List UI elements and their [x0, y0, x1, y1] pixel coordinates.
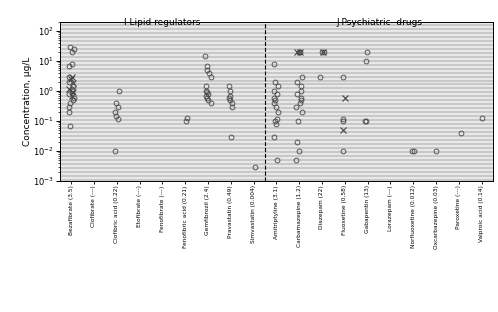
Bar [60, 70, 493, 71]
Bar [60, 119, 493, 121]
Bar [60, 167, 493, 169]
Bar [60, 165, 493, 167]
Bar [60, 50, 493, 52]
Bar [60, 179, 493, 181]
Bar [60, 54, 493, 56]
Bar [60, 84, 493, 85]
Bar [60, 87, 493, 90]
Bar [60, 161, 493, 163]
Bar [60, 34, 493, 36]
Bar [60, 115, 493, 117]
Bar [60, 68, 493, 70]
Bar [60, 30, 493, 32]
Bar [60, 93, 493, 95]
Bar [60, 52, 493, 54]
Bar [60, 177, 493, 179]
Bar [60, 129, 493, 131]
Bar [60, 127, 493, 129]
Bar [60, 147, 493, 149]
Y-axis label: Concentration, μg/L: Concentration, μg/L [23, 57, 32, 146]
Bar [60, 85, 493, 87]
Bar [60, 36, 493, 38]
Bar [60, 159, 493, 161]
Bar [60, 95, 493, 97]
Bar [60, 81, 493, 84]
Bar [60, 139, 493, 141]
Text: I Lipid regulators: I Lipid regulators [124, 18, 201, 27]
Bar [60, 90, 493, 91]
Bar [60, 155, 493, 157]
Bar [60, 48, 493, 50]
Bar [60, 175, 493, 177]
Bar [60, 97, 493, 100]
Bar [60, 137, 493, 139]
Bar [60, 40, 493, 42]
Bar [60, 74, 493, 76]
Bar [60, 157, 493, 159]
Bar [60, 42, 493, 44]
Text: J Psychiatric  drugs: J Psychiatric drugs [336, 18, 422, 27]
Bar [60, 143, 493, 145]
Bar [60, 64, 493, 66]
Bar [60, 107, 493, 109]
Bar [60, 135, 493, 137]
Bar [60, 80, 493, 81]
Bar [60, 91, 493, 93]
Bar [60, 171, 493, 173]
Bar [60, 77, 493, 80]
Bar [60, 60, 493, 61]
Bar [60, 22, 493, 24]
Bar [60, 113, 493, 115]
Bar [60, 149, 493, 151]
Bar [60, 71, 493, 74]
Bar [60, 121, 493, 123]
Bar [60, 66, 493, 68]
Bar [60, 105, 493, 107]
Bar [60, 123, 493, 125]
Bar [60, 169, 493, 171]
Bar [60, 133, 493, 135]
Bar [60, 101, 493, 103]
Bar [60, 44, 493, 46]
Bar [60, 109, 493, 111]
Bar [60, 145, 493, 147]
Bar [60, 117, 493, 119]
Bar [60, 173, 493, 175]
Bar [60, 125, 493, 127]
Bar [60, 32, 493, 34]
Bar [60, 28, 493, 30]
Bar [60, 153, 493, 155]
Bar [60, 24, 493, 26]
Bar [60, 61, 493, 64]
Bar [60, 76, 493, 77]
Bar [60, 131, 493, 133]
Bar [60, 141, 493, 143]
Bar [60, 163, 493, 165]
Bar [60, 38, 493, 40]
Bar [60, 100, 493, 101]
Bar [60, 103, 493, 105]
Bar [60, 111, 493, 113]
Bar [60, 26, 493, 28]
Bar [60, 151, 493, 153]
Bar [60, 56, 493, 58]
Bar [60, 46, 493, 48]
Bar [60, 58, 493, 60]
